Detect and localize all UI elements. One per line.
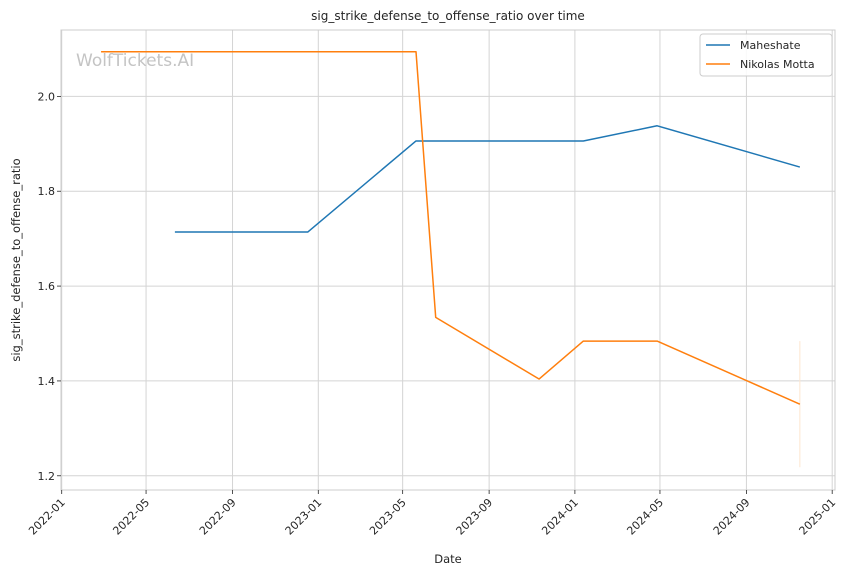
x-tick-label: 2024-01 <box>539 496 581 538</box>
y-tick-label: 1.6 <box>38 280 56 293</box>
x-tick-label: 2024-09 <box>711 496 753 538</box>
y-tick-label: 2.0 <box>38 90 56 103</box>
x-tick-label: 2024-05 <box>624 496 666 538</box>
watermark: WolfTickets.AI <box>76 51 194 71</box>
x-tick-label: 2025-01 <box>797 496 839 538</box>
legend-label: Nikolas Motta <box>740 58 815 71</box>
series-line-maheshate <box>174 125 801 233</box>
y-axis-label: sig_strike_defense_to_offense_ratio <box>9 158 23 361</box>
series-lines <box>101 51 801 405</box>
y-tick-label: 1.2 <box>38 470 56 483</box>
y-tick-label: 1.4 <box>38 375 56 388</box>
x-tick-label: 2023-05 <box>367 496 409 538</box>
x-axis-ticks: 2022-01 2022-05 2022-09 2023-01 2023-05 2023-… <box>26 490 838 538</box>
x-tick-label: 2022-05 <box>110 496 152 538</box>
y-tick-label: 1.8 <box>38 185 56 198</box>
x-tick-label: 2022-09 <box>197 496 239 538</box>
x-tick-label: 2023-09 <box>454 496 496 538</box>
series-line-nikolas-motta <box>101 51 801 405</box>
grid-lines <box>61 30 835 490</box>
x-tick-label: 2022-01 <box>26 496 68 538</box>
x-axis-label: Date <box>434 552 462 566</box>
legend: Maheshate Nikolas Motta <box>699 33 833 77</box>
x-tick-label: 2023-01 <box>283 496 325 538</box>
legend-label: Maheshate <box>740 39 801 52</box>
y-axis-ticks: 1.2 1.4 1.6 1.8 2.0 <box>38 90 61 483</box>
legend-box <box>699 33 833 77</box>
chart-title: sig_strike_defense_to_offense_ratio over… <box>311 9 585 23</box>
plot-area <box>60 29 836 491</box>
